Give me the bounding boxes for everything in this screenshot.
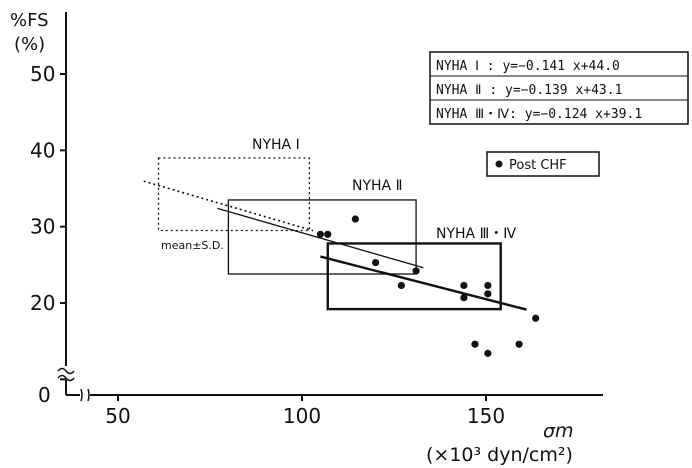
- data-point: [397, 281, 405, 290]
- post-chf-legend-frame: [486, 151, 600, 177]
- post-chf-legend: Post CHF: [486, 151, 600, 177]
- post-chf-legend-label: Post CHF: [509, 158, 567, 173]
- regression-lines: [143, 180, 527, 311]
- equation-nyha-2: NYHA Ⅱ : y=−0.139 x+43.1: [436, 83, 622, 98]
- data-point: [484, 290, 492, 298]
- regression-line-1: [143, 180, 314, 232]
- equation-legend: NYHA Ⅰ : y=−0.141 x+44.0 NYHA Ⅱ : y=−0.1…: [429, 51, 689, 125]
- equation-legend-frame: [429, 51, 689, 125]
- y-tick-label: 40: [30, 138, 55, 162]
- label-nyha-2: NYHA Ⅱ: [352, 178, 402, 194]
- equation-nyha-3-4: NYHA Ⅲ・Ⅳ: y=−0.124 x+39.1: [436, 107, 642, 122]
- box-note-mean-sd: mean±S.D.: [161, 239, 224, 252]
- data-point: [412, 267, 420, 275]
- regression-line-3: [320, 255, 527, 311]
- label-nyha-1: NYHA Ⅰ: [252, 137, 300, 153]
- data-point: [484, 281, 492, 290]
- post-chf-legend-marker: [495, 160, 503, 168]
- data-point: [372, 258, 380, 267]
- data-point: [316, 230, 324, 238]
- x-tick-label: 100: [283, 404, 321, 428]
- axes: 0 20 30 40 50 50 100 150: [30, 12, 603, 428]
- x-axis-label-symbol: σm: [543, 420, 574, 442]
- data-point: [324, 230, 332, 238]
- y-axis-label-line1: %FS: [10, 10, 49, 31]
- y-tick-label: 30: [30, 215, 55, 239]
- equation-nyha-1: NYHA Ⅰ : y=−0.141 x+44.0: [436, 59, 620, 74]
- y-axis-break: [57, 367, 75, 382]
- y-tick-label: 50: [30, 62, 55, 86]
- group-box-3: [326, 242, 502, 311]
- data-point: [532, 314, 540, 322]
- group-box-2: [227, 199, 417, 275]
- group-box-1: [157, 157, 311, 232]
- data-point: [351, 215, 359, 223]
- y-tick-label: 0: [38, 383, 51, 407]
- x-tick-label: 150: [467, 404, 505, 428]
- data-points: [316, 215, 540, 357]
- data-point: [460, 281, 468, 290]
- group-boxes: [157, 157, 502, 311]
- y-axis-label-line2: (%): [14, 34, 45, 55]
- data-point: [471, 340, 479, 348]
- label-nyha-3-4: NYHA Ⅲ・Ⅳ: [436, 226, 516, 242]
- x-axis-label-units: (×10³ dyn/cm²): [426, 444, 573, 466]
- data-point: [460, 294, 468, 302]
- x-axis-break: [80, 388, 90, 402]
- x-tick-label: 50: [105, 404, 130, 428]
- regression-line-2: [217, 207, 424, 269]
- y-tick-label: 20: [30, 291, 55, 315]
- data-point: [484, 349, 492, 357]
- data-point: [515, 340, 523, 348]
